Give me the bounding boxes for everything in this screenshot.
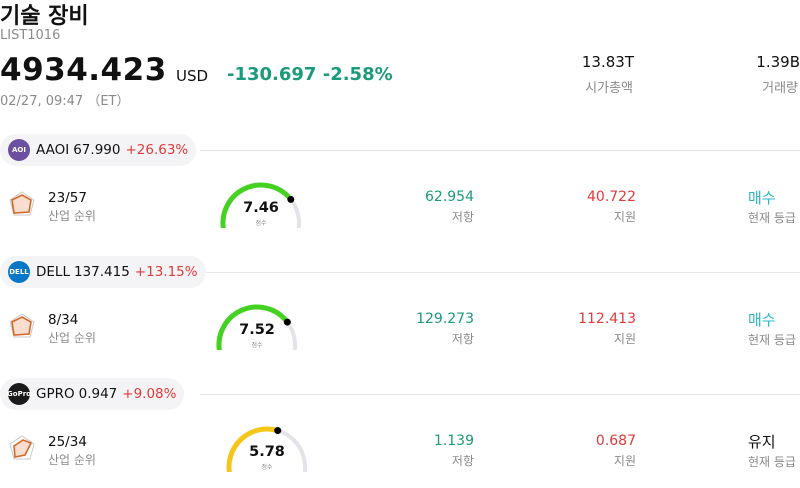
- gauge-marker: [274, 427, 282, 435]
- industry-rank-label: 산업 순위: [48, 453, 96, 467]
- radar-chart-icon: [9, 435, 35, 460]
- score-label: 점수: [261, 464, 273, 471]
- support-value: 40.722: [587, 189, 636, 205]
- rating-value: 매수: [748, 189, 776, 207]
- page-title: 기술 장비: [0, 4, 89, 29]
- support-value: 0.687: [595, 433, 636, 449]
- radar-chart-icon: [9, 191, 35, 216]
- support-label: 지원: [613, 454, 636, 468]
- support-label: 지원: [613, 210, 636, 224]
- ticker-price: 137.415: [73, 264, 130, 280]
- volume-label: 거래량: [762, 81, 798, 96]
- ticker-change-pct: +26.63%: [125, 142, 189, 158]
- score-label: 점수: [251, 342, 263, 349]
- industry-rank-label: 산업 순위: [48, 209, 96, 223]
- gauge-fill: [216, 304, 290, 350]
- industry-rank-value: 8/34: [48, 312, 79, 328]
- company-logo: AOI: [8, 139, 30, 161]
- ticker-price: 0.947: [78, 386, 118, 402]
- resistance-value: 62.954: [425, 189, 474, 205]
- market-cap-value: 13.83T: [581, 53, 634, 71]
- gauge-fill: [226, 426, 281, 472]
- ticker-symbol: GPRO: [36, 386, 75, 402]
- resistance-label: 저항: [451, 454, 474, 468]
- support-label: 지원: [613, 332, 636, 346]
- score-label: 점수: [255, 220, 267, 227]
- industry-rank-label: 산업 순위: [48, 331, 96, 345]
- industry-rank-value: 23/57: [48, 190, 87, 206]
- row-divider: [200, 272, 800, 273]
- ticker-chip[interactable]: GoPro GPRO 0.947 +9.08%: [0, 378, 185, 410]
- score-gauge: [226, 426, 307, 472]
- support-value: 112.413: [578, 311, 636, 327]
- rating-label: 현재 등급: [748, 211, 796, 225]
- ticker-symbol: DELL: [36, 264, 70, 280]
- radar-chart-icon: [9, 313, 35, 338]
- resistance-label: 저항: [451, 332, 474, 346]
- price-change: -130.697 -2.58%: [227, 64, 393, 85]
- resistance-label: 저항: [451, 210, 474, 224]
- currency-label: USD: [176, 67, 209, 85]
- row-divider: [200, 150, 800, 151]
- ticker-symbol: AAOI: [36, 142, 70, 158]
- company-logo: DELL: [8, 261, 30, 283]
- score-value: 5.78: [249, 444, 285, 460]
- rating-value: 매수: [748, 311, 776, 329]
- ticker-chip[interactable]: DELL DELL 137.415 +13.15%: [0, 256, 206, 288]
- ticker-change-pct: +9.08%: [122, 386, 177, 402]
- resistance-value: 129.273: [416, 311, 474, 327]
- industry-rank-value: 25/34: [48, 434, 87, 450]
- row-divider: [200, 394, 800, 395]
- gauge-fill: [220, 182, 294, 228]
- rating-label: 현재 등급: [748, 333, 796, 347]
- score-gauge: [220, 182, 301, 228]
- volume-value: 1.39B: [756, 53, 800, 71]
- index-code: LIST1016: [0, 28, 61, 43]
- rating-label: 현재 등급: [748, 455, 796, 469]
- index-price: 4934.423: [0, 52, 167, 88]
- market-cap-label: 시가총액: [585, 81, 633, 96]
- gauge-marker: [283, 318, 291, 326]
- score-value: 7.52: [239, 322, 275, 338]
- ticker-chip[interactable]: AOI AAOI 67.990 +26.63%: [0, 134, 197, 166]
- ticker-price: 67.990: [73, 142, 121, 158]
- score-value: 7.46: [243, 200, 279, 216]
- rating-value: 유지: [748, 433, 776, 451]
- resistance-value: 1.139: [433, 433, 474, 449]
- company-logo: GoPro: [7, 383, 31, 405]
- gauge-marker: [287, 195, 295, 203]
- ticker-change-pct: +13.15%: [134, 264, 198, 280]
- score-gauge: [216, 304, 297, 350]
- timestamp: 02/27, 09:47 （ET）: [0, 94, 130, 109]
